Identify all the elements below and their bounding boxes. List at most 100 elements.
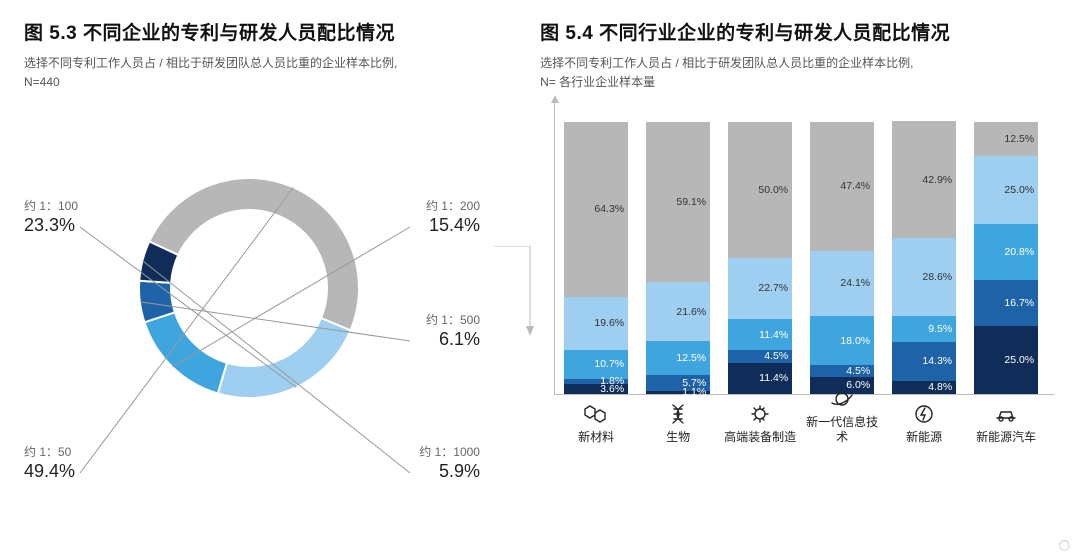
seg-r50: 59.1% <box>646 122 710 283</box>
seg-label: 25.0% <box>1004 354 1034 366</box>
hex-icon <box>582 402 610 426</box>
panel-figure-5-4: 图 5.4 不同行业企业的专利与研发人员配比情况 选择不同专利工作人员占 / 相… <box>540 18 1056 538</box>
category-2: 高端装备制造 <box>720 402 800 445</box>
seg-r1000: 1.1% <box>646 391 710 394</box>
category-label: 生物 <box>638 430 718 445</box>
title-5-3: 图 5.3 不同企业的专利与研发人员配比情况 <box>24 18 500 45</box>
seg-label: 18.0% <box>840 335 870 347</box>
seg-label: 22.7% <box>758 282 788 294</box>
seg-label: 28.6% <box>922 271 952 283</box>
seg-r100: 22.7% <box>728 258 792 320</box>
seg-r100: 19.6% <box>564 297 628 350</box>
seg-r500: 14.3% <box>892 342 956 381</box>
seg-label: 1.1% <box>682 386 706 398</box>
category-label: 新一代信息技术 <box>802 415 882 445</box>
callout-r1000: 约 1：10005.9% <box>419 445 480 484</box>
seg-label: 47.4% <box>840 180 870 192</box>
seg-r200: 20.8% <box>974 224 1038 281</box>
callout-r100: 约 1：10023.3% <box>24 199 78 238</box>
seg-r1000: 3.6% <box>564 384 628 394</box>
category-5: 新能源汽车 <box>966 402 1046 445</box>
seg-label: 3.6% <box>600 383 624 395</box>
callout-r500: 约 1：5006.1% <box>426 313 480 352</box>
leader-r500 <box>140 301 410 340</box>
planet-icon <box>828 387 856 411</box>
seg-r500: 4.5% <box>810 365 874 377</box>
seg-r200: 9.5% <box>892 316 956 342</box>
seg-r1000: 4.8% <box>892 381 956 394</box>
seg-label: 42.9% <box>922 174 952 186</box>
seg-label: 12.5% <box>1004 133 1034 145</box>
leader-r50 <box>80 187 293 473</box>
bolt-icon <box>910 402 938 426</box>
bar-0: 64.3%19.6%10.7%1.8%3.6% <box>564 122 628 394</box>
category-1: 生物 <box>638 402 718 445</box>
category-label: 高端装备制造 <box>720 430 800 445</box>
gear-icon <box>746 402 774 426</box>
seg-r100: 21.6% <box>646 282 710 341</box>
seg-label: 25.0% <box>1004 184 1034 196</box>
stacked-bar-chart: 64.3%19.6%10.7%1.8%3.6%59.1%21.6%12.5%5.… <box>554 101 1054 441</box>
bar-2: 50.0% 22.7% 11.4% 4.5% 11.4% <box>728 122 792 394</box>
leader-r1000 <box>142 260 410 472</box>
subtitle-5-3b: N=440 <box>24 74 500 91</box>
category-3: 新一代信息技术 <box>802 387 882 445</box>
dna-icon <box>664 402 692 426</box>
seg-label: 24.1% <box>840 277 870 289</box>
seg-r200: 11.4% <box>728 319 792 350</box>
leader-r100 <box>80 227 296 387</box>
donut-chart: 约 1：10023.3% 约 1：20015.4% 约 1：5006.1% 约 1：1… <box>24 103 484 483</box>
seg-r50: 42.9% <box>892 121 956 238</box>
seg-r50: 12.5% <box>974 122 1038 156</box>
leader-r200 <box>172 227 410 367</box>
category-label: 新能源 <box>884 430 964 445</box>
seg-label: 19.6% <box>594 317 624 329</box>
seg-r500: 4.5% <box>728 350 792 362</box>
seg-r200: 18.0% <box>810 316 874 365</box>
seg-r500: 16.7% <box>974 280 1038 325</box>
seg-r100: 28.6% <box>892 238 956 316</box>
seg-label: 4.8% <box>928 381 952 393</box>
seg-r200: 12.5% <box>646 341 710 375</box>
category-4: 新能源 <box>884 402 964 445</box>
category-label: 新材料 <box>556 430 636 445</box>
seg-label: 10.7% <box>594 358 624 370</box>
bar-1: 59.1%21.6%12.5%5.7%1.1% <box>646 122 710 394</box>
seg-r1000: 11.4% <box>728 363 792 394</box>
seg-label: 21.6% <box>676 306 706 318</box>
subtitle-5-4b: N= 各行业企业样本量 <box>540 74 1056 91</box>
car-icon <box>992 402 1020 426</box>
seg-label: 59.1% <box>676 196 706 208</box>
seg-label: 16.7% <box>1004 297 1034 309</box>
seg-label: 11.4% <box>759 372 788 384</box>
seg-label: 11.4% <box>759 329 788 341</box>
callout-r50: 约 1：5049.4% <box>24 445 75 484</box>
seg-label: 4.5% <box>846 365 870 377</box>
seg-label: 64.3% <box>594 203 624 215</box>
seg-label: 14.3% <box>922 355 952 367</box>
category-0: 新材料 <box>556 402 636 445</box>
seg-r100: 24.1% <box>810 251 874 317</box>
panel-connector <box>494 246 554 486</box>
seg-label: 4.5% <box>764 350 788 362</box>
seg-label: 12.5% <box>676 352 706 364</box>
watermark-icon: ◯ <box>1059 540 1070 551</box>
leader-lines <box>24 103 484 483</box>
panel-figure-5-3: 图 5.3 不同企业的专利与研发人员配比情况 选择不同专利工作人员占 / 相比于… <box>24 18 500 538</box>
bar-4: 42.9% 28.6% 9.5% 14.3% 4.8% <box>892 121 956 393</box>
category-label: 新能源汽车 <box>966 430 1046 445</box>
seg-r100: 25.0% <box>974 156 1038 224</box>
bar-3: 47.4%24.1%18.0%4.5%6.0% <box>810 122 874 394</box>
seg-r50: 47.4% <box>810 122 874 251</box>
callout-r200: 约 1：20015.4% <box>426 199 480 238</box>
seg-label: 50.0% <box>758 184 788 196</box>
title-5-4: 图 5.4 不同行业企业的专利与研发人员配比情况 <box>540 18 1056 45</box>
subtitle-5-4a: 选择不同专利工作人员占 / 相比于研发团队总人员比重的企业样本比例, <box>540 55 1056 72</box>
subtitle-5-3a: 选择不同专利工作人员占 / 相比于研发团队总人员比重的企业样本比例, <box>24 55 500 72</box>
seg-r50: 64.3% <box>564 122 628 297</box>
seg-r1000: 25.0% <box>974 326 1038 394</box>
seg-label: 9.5% <box>928 323 952 335</box>
seg-r50: 50.0% <box>728 122 792 258</box>
seg-label: 20.8% <box>1004 246 1034 258</box>
y-axis <box>554 101 555 395</box>
